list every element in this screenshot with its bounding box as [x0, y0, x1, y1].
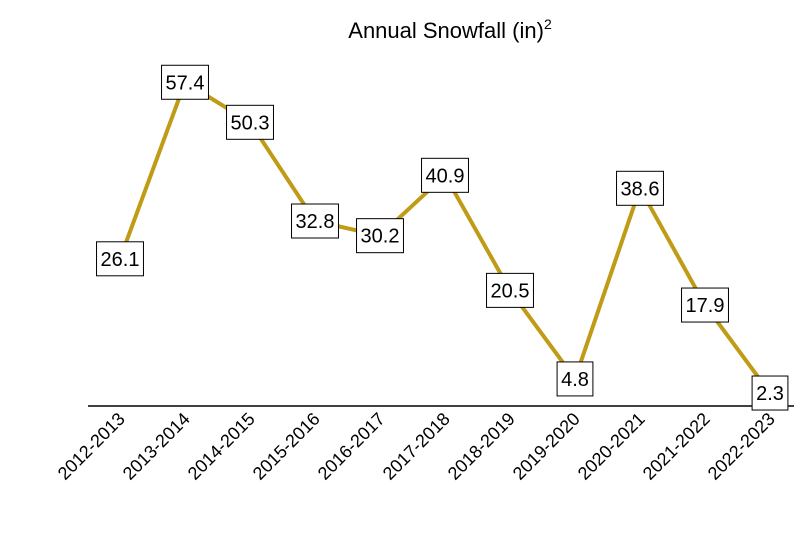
data-label-box	[356, 218, 404, 254]
x-tick-label: 2012-2013	[54, 409, 129, 484]
chart-title: Annual Snowfall (in)2	[348, 16, 552, 43]
data-label-box	[96, 241, 144, 277]
data-label-box	[556, 361, 594, 397]
data-label: 38.6	[621, 178, 660, 200]
title-superscript: 2	[544, 16, 552, 32]
data-label: 40.9	[426, 165, 465, 187]
x-tick-label: 2020-2021	[574, 409, 649, 484]
data-label-box	[681, 287, 729, 323]
x-tick-label: 2016-2017	[314, 409, 389, 484]
x-tick-label: 2015-2016	[249, 409, 324, 484]
data-label-box	[421, 157, 469, 193]
x-tick-label: 2013-2014	[119, 409, 194, 484]
data-label-box	[161, 64, 209, 100]
x-tick-label: 2014-2015	[184, 409, 259, 484]
x-tick-label: 2018-2019	[444, 409, 519, 484]
data-label-box	[486, 272, 534, 308]
x-tick-label: 2022-2023	[704, 409, 779, 484]
title-text: Annual Snowfall (in)	[348, 18, 544, 43]
data-label: 50.3	[231, 112, 270, 134]
data-label-box	[291, 203, 339, 239]
x-tick-label: 2019-2020	[509, 409, 584, 484]
x-tick-label: 2021-2022	[639, 409, 714, 484]
data-label: 2.3	[756, 383, 784, 405]
data-label: 30.2	[361, 226, 400, 248]
data-label: 4.8	[561, 369, 589, 391]
data-label: 17.9	[686, 295, 725, 317]
data-label-box	[616, 170, 664, 206]
data-line	[118, 80, 772, 395]
data-label-box	[751, 375, 789, 411]
data-label: 57.4	[166, 72, 205, 94]
x-tick-label: 2017-2018	[379, 409, 454, 484]
data-label: 20.5	[491, 280, 530, 302]
data-label: 26.1	[101, 249, 140, 271]
data-label-box	[226, 104, 274, 140]
data-label: 32.8	[296, 211, 335, 233]
